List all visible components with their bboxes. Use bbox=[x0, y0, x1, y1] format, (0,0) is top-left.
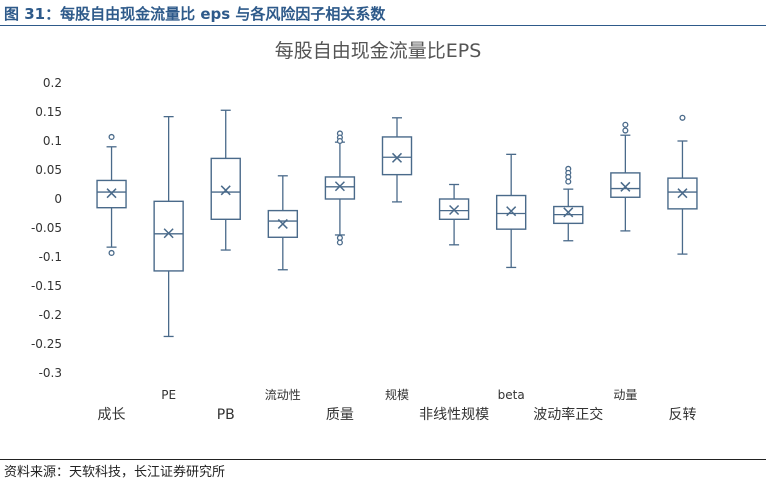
y-tick-label: -0.3 bbox=[39, 366, 62, 380]
outlier-point bbox=[108, 133, 115, 140]
mean-marker bbox=[506, 206, 517, 217]
y-tick-label: -0.1 bbox=[39, 250, 62, 264]
outlier-point bbox=[108, 249, 115, 256]
x-category-label: 成长 bbox=[98, 407, 126, 423]
y-tick-label: 0 bbox=[54, 192, 62, 206]
box-group bbox=[96, 133, 127, 256]
figure-title: 图 31：每股自由现金流量比 eps 与各风险因子相关系数 bbox=[4, 5, 386, 23]
boxplot-chart: 每股自由现金流量比EPS 0.2 0.15 0.1 0.05 0 -0.05 -0.1 -0.… bbox=[31, 40, 698, 423]
title-divider bbox=[0, 25, 766, 26]
x-category-label: 质量 bbox=[326, 407, 354, 423]
x-category-label: beta bbox=[498, 388, 525, 402]
x-category-label: PE bbox=[161, 388, 176, 402]
outlier-point bbox=[622, 127, 629, 134]
y-tick-label: 0.15 bbox=[35, 105, 62, 119]
x-category-label: 流动性 bbox=[265, 388, 301, 402]
mean-marker bbox=[677, 188, 688, 199]
iqr-box bbox=[324, 176, 356, 200]
footer-divider bbox=[0, 459, 766, 460]
y-tick-label: -0.25 bbox=[31, 337, 62, 351]
iqr-box bbox=[610, 172, 641, 198]
chart-area: 每股自由现金流量比EPS 0.2 0.15 0.1 0.05 0 -0.05 -0.1 -0.… bbox=[0, 26, 762, 458]
box-group bbox=[667, 114, 698, 255]
box-group bbox=[610, 121, 641, 232]
mean-marker bbox=[220, 185, 231, 196]
box-group bbox=[153, 115, 184, 338]
source-note: 资料来源：天软科技，长江证券研究所 bbox=[4, 465, 226, 480]
mean-marker bbox=[563, 207, 574, 218]
box-group bbox=[553, 165, 584, 242]
box-group bbox=[495, 153, 527, 269]
outlier-point bbox=[679, 114, 686, 121]
box-group bbox=[210, 109, 241, 251]
mean-marker bbox=[334, 181, 345, 192]
x-category-label: 动量 bbox=[613, 388, 637, 402]
iqr-box bbox=[210, 157, 241, 220]
mean-marker bbox=[391, 152, 403, 163]
x-category-label: 波动率正交 bbox=[533, 406, 603, 423]
iqr-box bbox=[381, 136, 413, 176]
y-tick-label: -0.05 bbox=[31, 221, 62, 235]
mean-marker bbox=[277, 218, 288, 229]
iqr-box bbox=[495, 194, 527, 230]
y-tick-label: -0.2 bbox=[39, 308, 62, 322]
y-axis-tick-labels: 0.2 0.15 0.1 0.05 0 -0.05 -0.1 -0.15 -0.2 -0.25 -0… bbox=[31, 76, 62, 380]
mean-marker bbox=[106, 188, 117, 199]
outlier-point bbox=[336, 137, 343, 145]
y-tick-label: -0.15 bbox=[31, 279, 62, 293]
y-tick-label: 0.1 bbox=[43, 134, 62, 148]
x-category-label: 非线性规模 bbox=[419, 407, 489, 423]
x-category-label: PB bbox=[217, 407, 235, 423]
box-group bbox=[267, 175, 299, 271]
iqr-box bbox=[153, 200, 184, 272]
y-tick-label: 0.2 bbox=[43, 76, 62, 90]
x-category-label: 反转 bbox=[668, 407, 696, 423]
box-group bbox=[438, 183, 470, 246]
x-category-label: 规模 bbox=[385, 387, 409, 402]
box-group bbox=[381, 117, 413, 203]
outlier-point bbox=[565, 178, 572, 185]
mean-marker bbox=[449, 204, 460, 216]
outlier-point bbox=[622, 121, 629, 128]
box-group bbox=[324, 130, 356, 246]
outlier-point bbox=[336, 239, 343, 246]
y-tick-label: 0.05 bbox=[35, 163, 62, 177]
mean-marker bbox=[620, 181, 631, 192]
mean-marker bbox=[163, 228, 174, 239]
chart-title: 每股自由现金流量比EPS bbox=[275, 40, 482, 62]
box-series bbox=[96, 109, 698, 338]
